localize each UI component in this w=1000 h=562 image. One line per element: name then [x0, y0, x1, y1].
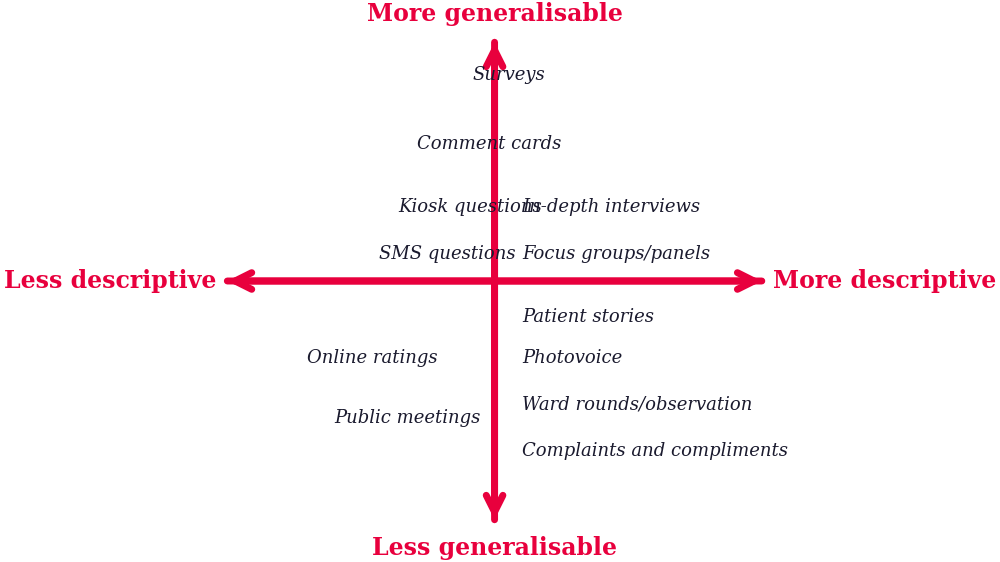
Text: Patient stories: Patient stories [522, 307, 654, 326]
Text: Photovoice: Photovoice [522, 349, 622, 367]
Text: Focus groups/panels: Focus groups/panels [522, 244, 710, 262]
Text: In-depth interviews: In-depth interviews [522, 198, 700, 216]
Text: More descriptive: More descriptive [773, 269, 996, 293]
Text: Comment cards: Comment cards [417, 135, 562, 153]
Text: Less generalisable: Less generalisable [372, 536, 617, 560]
Text: Kiosk questions: Kiosk questions [398, 198, 542, 216]
Text: Online ratings: Online ratings [307, 349, 438, 367]
Text: Surveys: Surveys [473, 66, 545, 84]
Text: Ward rounds/observation: Ward rounds/observation [522, 396, 752, 414]
Text: Public meetings: Public meetings [335, 409, 481, 427]
Text: Less descriptive: Less descriptive [4, 269, 216, 293]
Text: More generalisable: More generalisable [367, 2, 622, 26]
Text: SMS questions: SMS questions [379, 244, 515, 262]
Text: Complaints and compliments: Complaints and compliments [522, 442, 788, 460]
